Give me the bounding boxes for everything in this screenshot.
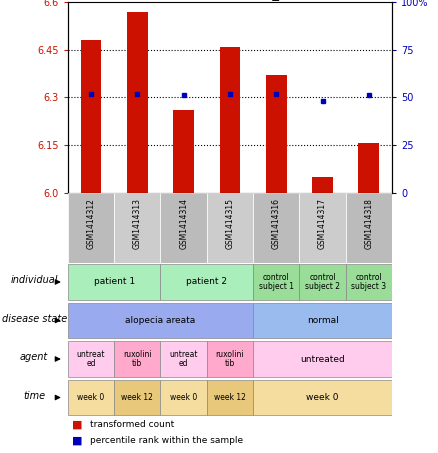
Bar <box>127 12 148 193</box>
Bar <box>68 303 253 338</box>
Text: GSM1414318: GSM1414318 <box>364 198 373 249</box>
Bar <box>346 264 392 300</box>
Bar <box>81 40 102 193</box>
Bar <box>160 380 207 415</box>
Text: week 12: week 12 <box>121 393 153 402</box>
Bar <box>253 303 392 338</box>
Text: week 0: week 0 <box>170 393 197 402</box>
Text: GSM1414316: GSM1414316 <box>272 198 281 249</box>
Text: ■: ■ <box>72 435 83 446</box>
Text: week 12: week 12 <box>214 393 246 402</box>
Bar <box>68 341 114 377</box>
Bar <box>114 380 160 415</box>
Text: GSM1414314: GSM1414314 <box>179 198 188 249</box>
Text: control
subject 2: control subject 2 <box>305 273 340 291</box>
Text: untreat
ed: untreat ed <box>77 350 105 368</box>
Bar <box>173 110 194 193</box>
Text: disease state: disease state <box>2 313 67 323</box>
Bar <box>207 341 253 377</box>
Bar <box>68 193 114 263</box>
Bar <box>253 264 300 300</box>
Bar <box>253 193 300 263</box>
Bar <box>300 193 346 263</box>
Bar <box>160 193 207 263</box>
Text: percentile rank within the sample: percentile rank within the sample <box>90 436 243 445</box>
Bar <box>219 47 240 193</box>
Bar <box>266 75 286 193</box>
Bar <box>114 341 160 377</box>
Bar <box>253 341 392 377</box>
Text: patient 1: patient 1 <box>94 278 135 286</box>
Text: normal: normal <box>307 316 339 325</box>
Text: GSM1414315: GSM1414315 <box>226 198 234 249</box>
Text: patient 2: patient 2 <box>186 278 227 286</box>
Text: ruxolini
tib: ruxolini tib <box>123 350 152 368</box>
Text: control
subject 3: control subject 3 <box>351 273 386 291</box>
Text: alopecia areata: alopecia areata <box>125 316 196 325</box>
Text: time: time <box>23 390 45 400</box>
Text: week 0: week 0 <box>78 393 105 402</box>
Bar <box>358 143 379 193</box>
Text: GSM1414313: GSM1414313 <box>133 198 142 249</box>
Bar <box>68 380 114 415</box>
Text: agent: agent <box>20 352 48 362</box>
Bar <box>160 264 253 300</box>
Bar <box>207 380 253 415</box>
Bar <box>253 380 392 415</box>
Text: GSM1414317: GSM1414317 <box>318 198 327 249</box>
Bar <box>346 193 392 263</box>
Text: untreated: untreated <box>300 355 345 363</box>
Text: untreat
ed: untreat ed <box>170 350 198 368</box>
Bar <box>312 177 333 193</box>
Bar <box>68 264 160 300</box>
Bar <box>160 341 207 377</box>
Text: week 0: week 0 <box>306 393 339 402</box>
Text: ■: ■ <box>72 419 83 430</box>
Text: transformed count: transformed count <box>90 420 174 429</box>
Text: ruxolini
tib: ruxolini tib <box>215 350 244 368</box>
Bar <box>300 264 346 300</box>
Text: GSM1414312: GSM1414312 <box>87 198 95 249</box>
Bar <box>207 193 253 263</box>
Text: control
subject 1: control subject 1 <box>259 273 294 291</box>
Text: individual: individual <box>11 275 58 285</box>
Bar <box>114 193 160 263</box>
